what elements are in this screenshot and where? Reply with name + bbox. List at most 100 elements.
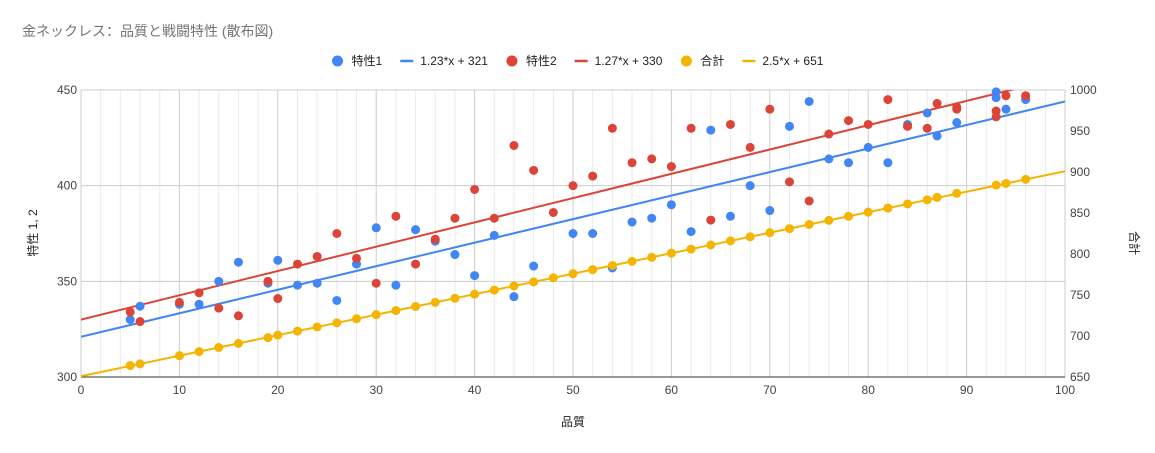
data-point — [135, 301, 145, 311]
data-point — [1021, 91, 1031, 101]
data-point — [352, 253, 362, 263]
chart-grid — [80, 89, 1066, 378]
y-axis-left-title: 特性 1, 2 — [25, 209, 40, 257]
data-point — [470, 271, 480, 281]
y-left-tick-label: 400 — [57, 179, 77, 193]
data-point — [725, 236, 735, 246]
data-point — [952, 102, 962, 112]
y-left-tick-label: 300 — [57, 370, 77, 384]
data-point — [922, 123, 932, 133]
y-right-tick-label: 750 — [1070, 288, 1090, 302]
legend-label: 1.23*x + 321 — [420, 54, 488, 68]
legend-label: 合計 — [700, 53, 724, 68]
data-point — [411, 259, 421, 269]
x-axis-ticks: 0 10 20 30 40 50 60 70 80 90 100 — [78, 383, 1076, 397]
y-left-tick-label: 350 — [57, 274, 77, 288]
data-point — [450, 293, 460, 303]
data-point — [470, 289, 480, 299]
data-point — [489, 285, 499, 295]
data-point — [588, 229, 598, 238]
data-point — [312, 251, 322, 261]
data-point — [233, 338, 243, 348]
legend-dot-swatch — [680, 55, 692, 67]
data-point — [863, 119, 873, 129]
trendline — [81, 90, 1015, 321]
x-axis-title: 品質 — [561, 414, 585, 429]
legend-label: 特性2 — [526, 53, 557, 68]
data-point — [391, 211, 401, 221]
data-point — [745, 142, 755, 152]
y-axis-left-ticks: 300 350 400 450 — [57, 83, 77, 384]
data-point — [125, 361, 135, 371]
y-right-tick-label: 950 — [1070, 124, 1090, 138]
x-tick-label: 30 — [370, 383, 384, 397]
legend-label: 2.5*x + 651 — [762, 54, 823, 68]
data-point — [135, 317, 145, 327]
data-point — [932, 131, 942, 141]
data-point — [666, 162, 676, 172]
data-point — [194, 288, 204, 298]
y-right-tick-label: 850 — [1070, 206, 1090, 220]
data-point — [263, 276, 273, 286]
data-point — [784, 177, 794, 187]
data-point — [824, 129, 834, 139]
data-points — [125, 87, 1031, 371]
data-point — [666, 248, 676, 258]
data-point — [214, 342, 224, 352]
data-point — [273, 294, 283, 304]
y-right-tick-label: 1000 — [1070, 83, 1097, 97]
data-point — [765, 228, 775, 238]
data-point — [332, 318, 342, 328]
x-tick-label: 100 — [1055, 383, 1075, 397]
data-point — [922, 195, 932, 205]
data-point — [194, 299, 204, 309]
data-point — [863, 207, 873, 217]
data-point — [568, 229, 578, 238]
data-point — [647, 252, 657, 262]
data-point — [784, 224, 794, 234]
data-point — [883, 158, 893, 168]
data-point — [450, 213, 460, 223]
data-point — [991, 93, 1001, 103]
data-point — [844, 158, 854, 168]
data-point — [292, 326, 302, 336]
data-point — [824, 154, 834, 164]
data-point — [263, 333, 273, 343]
data-point — [745, 232, 755, 242]
data-point — [371, 310, 381, 320]
x-tick-label: 70 — [763, 383, 777, 397]
chart-title: 金ネックレス：品質と戦闘特性 (散布図) — [22, 23, 273, 39]
data-point — [470, 184, 480, 194]
data-point — [932, 98, 942, 108]
data-point — [273, 255, 283, 265]
data-point — [706, 215, 716, 225]
data-point — [607, 260, 617, 270]
data-point — [588, 171, 598, 181]
data-point — [686, 227, 696, 237]
data-point — [588, 265, 598, 275]
data-point — [489, 213, 499, 223]
data-point — [430, 297, 440, 307]
data-point — [233, 311, 243, 321]
data-point — [352, 314, 362, 324]
data-point — [1001, 91, 1011, 101]
x-tick-label: 80 — [862, 383, 876, 397]
data-point — [991, 106, 1001, 116]
data-point — [214, 276, 224, 286]
legend-item: 特性2 — [506, 53, 557, 68]
legend-item: 1.23*x + 321 — [400, 54, 488, 68]
data-point — [666, 200, 676, 210]
legend-dot-swatch — [332, 55, 344, 67]
data-point — [804, 196, 814, 206]
data-point — [784, 121, 794, 131]
legend-dot-swatch — [506, 55, 518, 67]
data-point — [529, 165, 539, 175]
data-point — [1001, 104, 1011, 114]
data-point — [844, 116, 854, 126]
data-point — [135, 359, 145, 369]
data-point — [529, 261, 539, 271]
data-point — [214, 303, 224, 313]
data-point — [509, 292, 519, 302]
data-point — [548, 273, 558, 283]
data-point — [804, 219, 814, 229]
